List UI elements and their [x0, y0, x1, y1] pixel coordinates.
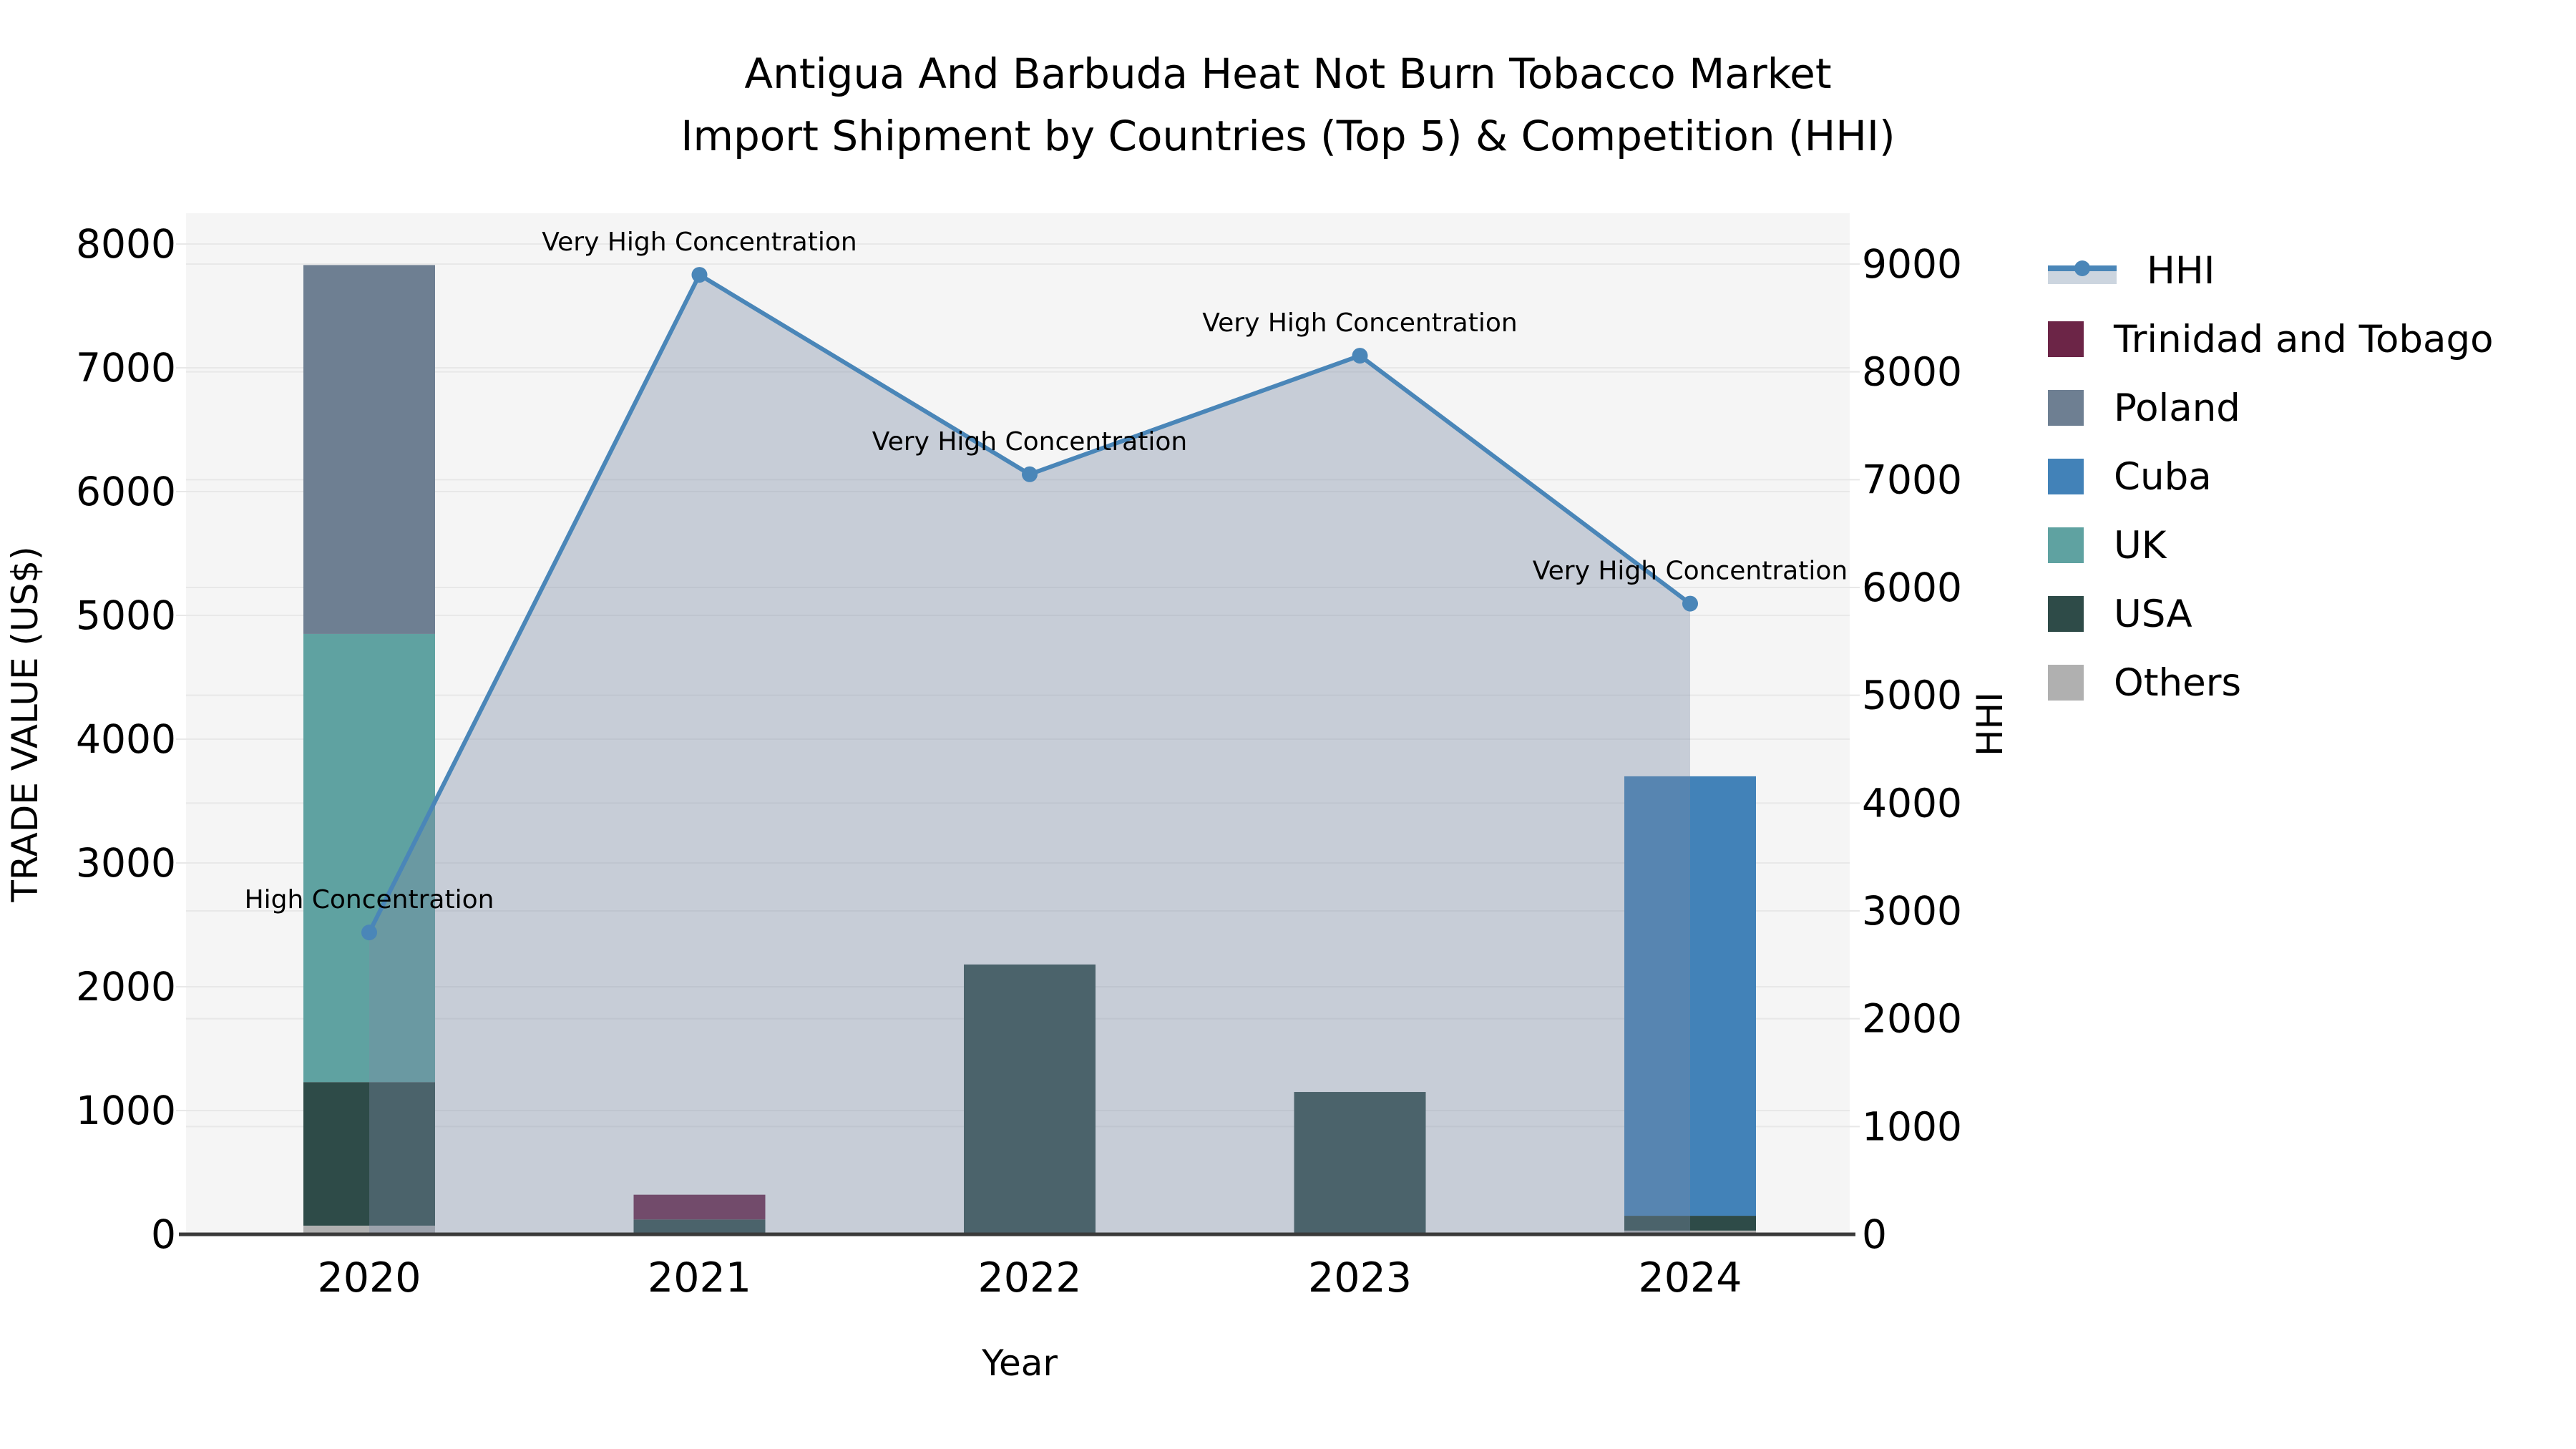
legend-item-trinidad-and-tobago: Trinidad and Tobago: [2048, 305, 2494, 374]
chart-title-line2: Import Shipment by Countries (Top 5) & C…: [680, 112, 1896, 160]
y-right-tick-1000: 1000: [1862, 1103, 1962, 1149]
hhi-point-2021: [691, 267, 708, 283]
y-left-tick-2000: 2000: [76, 964, 176, 1010]
y-left-tick-4000: 4000: [76, 716, 176, 762]
legend-swatch-icon: [2048, 321, 2084, 357]
bar-segment-trinidad-and-tobago-2021: [633, 1194, 766, 1220]
annotation-2024: Very High Concentration: [1533, 557, 1848, 586]
hhi-area-fill: [369, 275, 1690, 1235]
y-left-tick-0: 0: [151, 1211, 176, 1257]
bar-segment-poland-2020: [303, 265, 435, 634]
chart-title: Antigua And Barbuda Heat Not Burn Tobacc…: [0, 43, 2576, 167]
bar-segment-cuba-2024: [1624, 776, 1756, 1216]
bar-segment-usa-2022: [964, 964, 1096, 1234]
y-left-tick-7000: 7000: [76, 345, 176, 391]
y-left-tick-5000: 5000: [76, 592, 176, 638]
legend-item-cuba: Cuba: [2048, 442, 2494, 511]
y-left-tick-3000: 3000: [76, 840, 176, 886]
y-right-axis-title: HHI: [1969, 692, 2011, 756]
legend-swatch-icon: [2048, 459, 2084, 494]
legend-item-uk: UK: [2048, 511, 2494, 580]
x-axis-title: Year: [981, 1342, 1058, 1384]
legend-swatch-icon: [2048, 665, 2084, 701]
legend-line-sample-icon: [2048, 253, 2117, 288]
y-left-tick-8000: 8000: [76, 221, 176, 267]
annotation-2021: Very High Concentration: [542, 228, 857, 257]
y-right-tick-0: 0: [1862, 1211, 1887, 1257]
hhi-point-2024: [1682, 595, 1698, 612]
x-tick-2023: 2023: [1308, 1254, 1412, 1302]
y-right-tick-4000: 4000: [1862, 780, 1962, 826]
legend-label: USA: [2114, 592, 2192, 636]
bar-segment-usa-2023: [1294, 1092, 1426, 1234]
y-right-tick-5000: 5000: [1862, 673, 1962, 718]
legend-label: Others: [2114, 660, 2242, 705]
y-left-tick-1000: 1000: [76, 1088, 176, 1133]
legend-label: Cuba: [2114, 454, 2212, 499]
hhi-point-2020: [361, 924, 377, 941]
x-tick-2021: 2021: [648, 1254, 751, 1302]
legend-label: Trinidad and Tobago: [2114, 317, 2494, 361]
y-right-tick-2000: 2000: [1862, 996, 1962, 1042]
legend-swatch-icon: [2048, 390, 2084, 426]
bar-segment-others-2020: [303, 1225, 435, 1234]
bar-segment-uk-2020: [303, 633, 435, 1083]
x-tick-2022: 2022: [977, 1254, 1081, 1302]
bar-segment-usa-2020: [303, 1082, 435, 1226]
legend-item-usa: USA: [2048, 580, 2494, 648]
legend-item-hhi: HHI: [2048, 236, 2494, 305]
y-right-tick-7000: 7000: [1862, 457, 1962, 502]
x-tick-2024: 2024: [1638, 1254, 1742, 1302]
annotation-2022: Very High Concentration: [872, 427, 1187, 457]
bar-segment-others-2024: [1624, 1230, 1756, 1234]
x-tick-2020: 2020: [317, 1254, 421, 1302]
bar-segment-usa-2024: [1624, 1216, 1756, 1231]
annotation-2020: High Concentration: [245, 885, 494, 914]
legend-item-poland: Poland: [2048, 374, 2494, 442]
legend-item-others: Others: [2048, 648, 2494, 717]
legend-label: UK: [2114, 523, 2167, 567]
bar-segment-usa-2021: [633, 1219, 766, 1234]
y-right-tick-3000: 3000: [1862, 888, 1962, 934]
legend-swatch-icon: [2048, 596, 2084, 632]
legend-label: Poland: [2114, 386, 2240, 430]
y-right-tick-8000: 8000: [1862, 349, 1962, 395]
y-left-axis-title: TRADE VALUE (US$): [4, 546, 46, 902]
chart-title-line1: Antigua And Barbuda Heat Not Burn Tobacc…: [744, 49, 1832, 98]
y-right-tick-9000: 9000: [1862, 241, 1962, 287]
legend-swatch-icon: [2048, 527, 2084, 563]
chart-legend: HHI Trinidad and Tobago Poland Cuba UK USA Oth…: [2048, 236, 2494, 717]
y-left-tick-6000: 6000: [76, 469, 176, 514]
legend-label: HHI: [2147, 248, 2215, 293]
annotation-2023: Very High Concentration: [1202, 308, 1517, 338]
hhi-point-2023: [1352, 348, 1368, 364]
hhi-point-2022: [1022, 466, 1038, 482]
y-right-tick-6000: 6000: [1862, 565, 1962, 610]
